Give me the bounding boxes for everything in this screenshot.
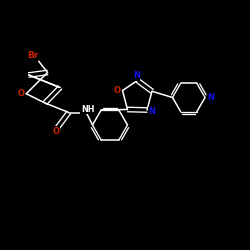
- Text: NH: NH: [81, 105, 94, 114]
- Text: Br: Br: [27, 50, 38, 59]
- Text: N: N: [208, 93, 215, 102]
- Text: O: O: [114, 86, 120, 95]
- Text: O: O: [53, 127, 60, 136]
- Text: N: N: [148, 108, 156, 116]
- Text: N: N: [133, 71, 140, 80]
- Text: O: O: [17, 89, 24, 98]
